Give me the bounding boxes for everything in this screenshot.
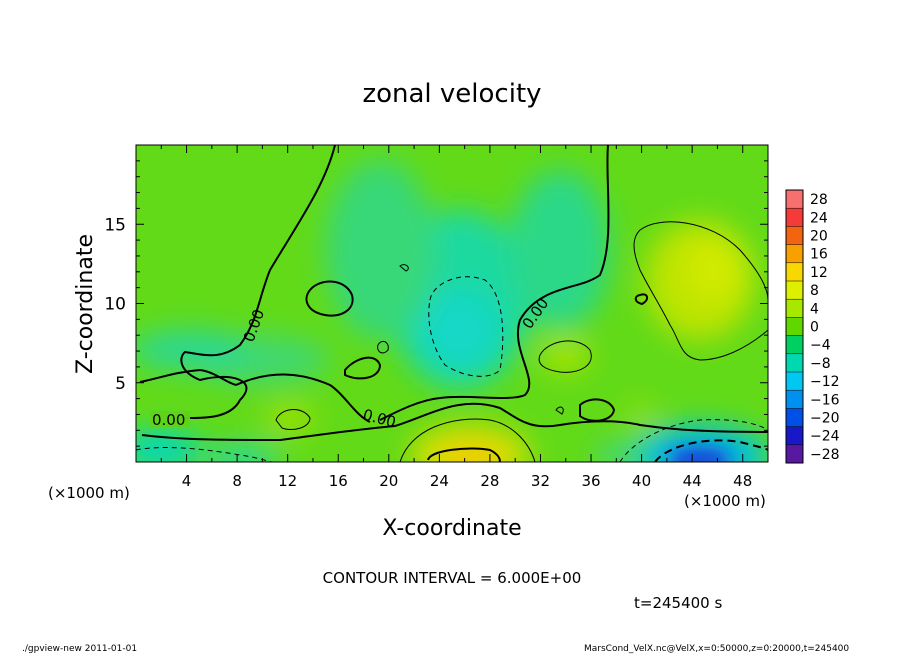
colorbar-label: −8 <box>810 356 831 372</box>
colorbar-label: 0 <box>810 320 819 336</box>
x-tick-label: 36 <box>581 472 600 490</box>
x-tick-label: 4 <box>182 472 192 490</box>
colorbar-label: −28 <box>810 447 840 463</box>
colorbar-swatch <box>786 208 803 227</box>
x-axis-unit-left: (×1000 m) <box>48 484 130 502</box>
x-tick-label: 48 <box>733 472 752 490</box>
colorbar-swatch <box>786 444 803 463</box>
colorbar-label: −16 <box>810 392 840 408</box>
x-tick-label: 24 <box>430 472 449 490</box>
colorbar-swatch <box>786 244 803 263</box>
x-tick-label: 8 <box>232 472 242 490</box>
colorbar-label: 20 <box>810 229 828 245</box>
colorbar-swatch <box>786 317 803 336</box>
y-tick-label: 5 <box>115 374 126 394</box>
colorbar-label: 24 <box>810 210 828 226</box>
y-tick-label: 15 <box>104 215 126 235</box>
colorbar-label: −20 <box>810 411 840 427</box>
footer-left: ./gpview-new 2011-01-01 <box>22 644 137 654</box>
x-tick-label: 16 <box>329 472 348 490</box>
y-axis-label: Z-coordinate <box>73 234 98 374</box>
contour-label: 0.00 <box>152 411 185 429</box>
x-tick-label: 20 <box>379 472 398 490</box>
velocity-field: 0.00 0.00 0.00 0.00 <box>136 145 768 462</box>
x-tick-label: 12 <box>278 472 297 490</box>
colorbar-label: 16 <box>810 247 828 263</box>
contour-interval-text: CONTOUR INTERVAL = 6.000E+00 <box>323 569 582 587</box>
colorbar-label: −4 <box>810 338 831 354</box>
colorbar-swatch <box>786 226 803 245</box>
colorbar-swatch <box>786 335 803 354</box>
time-label: t=245400 s <box>634 594 722 612</box>
colorbar-label: −12 <box>810 374 840 390</box>
x-axis-label: X-coordinate <box>382 516 521 541</box>
footer-right: MarsCond_VelX.nc@VelX,x=0:50000,z=0:2000… <box>584 644 849 654</box>
colorbar-swatch <box>786 372 803 391</box>
colorbar-swatch <box>786 190 803 209</box>
colorbar-label: 12 <box>810 265 828 281</box>
chart-title: zonal velocity <box>362 79 541 109</box>
colorbar-swatch <box>786 262 803 281</box>
colorbar-label: 8 <box>810 283 819 299</box>
colorbar-label: 28 <box>810 192 828 208</box>
colorbar: 28 24 20 16 12 8 4 0 −4 −8 −12 −16 −20 −24 −28 <box>785 189 840 464</box>
x-axis-unit-right: (×1000 m) <box>684 492 766 510</box>
y-axis: 5 10 15 <box>104 144 768 463</box>
x-tick-label: 44 <box>683 472 702 490</box>
colorbar-swatch <box>786 390 803 409</box>
x-tick-label: 32 <box>531 472 550 490</box>
colorbar-swatch <box>786 353 803 372</box>
colorbar-label: 4 <box>810 301 819 317</box>
colorbar-swatch <box>786 408 803 427</box>
colorbar-swatch <box>786 299 803 318</box>
y-tick-label: 10 <box>104 295 126 315</box>
x-tick-label: 28 <box>480 472 499 490</box>
colorbar-swatch <box>786 426 803 445</box>
x-tick-label: 40 <box>632 472 651 490</box>
colorbar-label: −24 <box>810 429 840 445</box>
x-axis: 4 8 12 16 20 24 28 32 36 40 44 48 <box>135 145 769 490</box>
colorbar-swatch <box>786 281 803 300</box>
